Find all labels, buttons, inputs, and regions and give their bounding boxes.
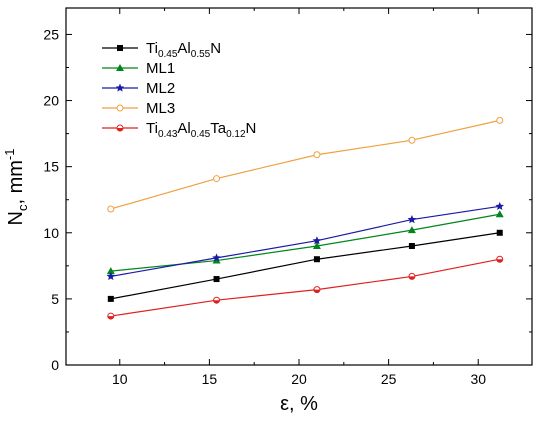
legend-label-part: Ti <box>146 40 158 57</box>
y-tick-label: 15 <box>43 159 59 175</box>
plot-frame <box>65 7 533 366</box>
data-point-ti45 <box>213 276 220 283</box>
data-point-ti43 <box>313 286 321 294</box>
y-axis-title-sup: -1 <box>2 149 17 161</box>
data-point-ti45 <box>107 295 114 302</box>
y-tick-label: 20 <box>43 93 59 109</box>
data-point-ti43-half-fill <box>213 300 220 304</box>
x-axis-title: ε, % <box>280 393 318 415</box>
x-tick-label: 15 <box>202 371 218 387</box>
axis-ticks: 10 15 20 25 30 0 5 10 15 20 25 <box>43 8 532 387</box>
legend-swatch-marker <box>117 45 123 51</box>
legend-label: ML1 <box>146 60 175 77</box>
legend-label: ML2 <box>146 80 175 97</box>
data-point-ti43-half-fill <box>313 289 320 293</box>
legend-swatch-marker <box>116 64 124 71</box>
series-markers <box>106 116 505 320</box>
legend-label-part: ML1 <box>146 60 175 77</box>
legend-item-ti43: Ti0.43Al0.45Ta0.12N <box>102 120 256 140</box>
legend: Ti0.45Al0.55NML1ML2ML3Ti0.43Al0.45Ta0.12… <box>102 40 256 140</box>
data-point-ti43 <box>213 296 221 304</box>
legend-swatch-marker <box>116 124 124 132</box>
data-point-ti45 <box>313 256 320 263</box>
legend-swatch-marker-half-fill <box>117 128 123 131</box>
data-point-ml2 <box>495 201 505 210</box>
series-lines <box>110 119 500 317</box>
data-point-ml2 <box>212 253 221 262</box>
data-point-ml1 <box>312 242 321 249</box>
data-point-ml3 <box>496 116 504 124</box>
legend-item-ml2: ML2 <box>102 80 175 97</box>
legend-item-ml3: ML3 <box>102 100 175 117</box>
y-axis-title-sub: c <box>15 204 30 211</box>
data-point-ti43-half-fill <box>107 316 114 320</box>
legend-label-part: ML2 <box>146 80 175 97</box>
data-point-ml2 <box>106 271 116 281</box>
legend-label-part: N <box>246 120 257 137</box>
data-point-ml1 <box>495 210 504 218</box>
legend-label-part: Al <box>177 40 190 57</box>
legend-label-part: Al <box>177 120 190 137</box>
legend-label: ML3 <box>146 100 175 117</box>
legend-label-part: 0.45 <box>158 49 178 60</box>
legend-label-part: 0.43 <box>158 129 178 140</box>
legend-label: Ti0.45Al0.55N <box>146 40 221 60</box>
data-point-ml3 <box>107 205 115 213</box>
legend-label-part: 0.55 <box>191 49 211 60</box>
legend-item-ml1: ML1 <box>102 60 175 77</box>
legend-label-part: 0.12 <box>226 129 246 140</box>
data-point-ml1 <box>212 256 221 264</box>
y-tick-label: 5 <box>51 291 59 307</box>
legend-swatch-marker <box>115 83 125 92</box>
data-point-ti43 <box>107 312 115 320</box>
data-point-ti43-half-fill <box>496 259 503 263</box>
x-tick-label: 10 <box>112 371 128 387</box>
legend-label-part: N <box>210 40 221 57</box>
svg-text:Nc, mm-1: Nc, mm-1 <box>2 149 30 226</box>
data-point-ml2 <box>407 215 417 224</box>
data-point-ml3 <box>313 151 321 159</box>
x-tick-label: 25 <box>381 371 397 387</box>
y-axis-title: Nc, mm-1 <box>2 149 30 226</box>
data-point-ml3 <box>213 175 221 183</box>
y-tick-label: 10 <box>43 225 59 241</box>
data-point-ti45 <box>496 229 503 236</box>
legend-label-part: 0.45 <box>191 129 211 140</box>
legend-label-part: ML3 <box>146 100 175 117</box>
data-point-ti43 <box>496 255 504 263</box>
data-point-ti45 <box>408 243 415 249</box>
x-tick-label: 30 <box>470 371 486 387</box>
legend-label-part: Ti <box>146 120 158 137</box>
data-point-ti43 <box>408 272 416 280</box>
legend-item-ti45: Ti0.45Al0.55N <box>102 40 221 60</box>
data-point-ti43-half-fill <box>408 276 415 280</box>
y-tick-label: 0 <box>51 357 59 373</box>
y-axis-title-unit: , mm <box>5 160 27 204</box>
data-point-ml1 <box>106 267 115 275</box>
x-tick-label: 20 <box>291 371 307 387</box>
data-point-ml3 <box>408 136 416 144</box>
legend-label-part: Ta <box>210 120 227 137</box>
data-point-ml1 <box>407 226 416 234</box>
legend-label: Ti0.43Al0.45Ta0.12N <box>146 120 256 140</box>
data-point-ml2 <box>312 236 322 245</box>
y-axis-title-main: N <box>5 211 27 225</box>
y-tick-label: 25 <box>43 26 59 42</box>
legend-swatch-marker <box>116 104 124 112</box>
